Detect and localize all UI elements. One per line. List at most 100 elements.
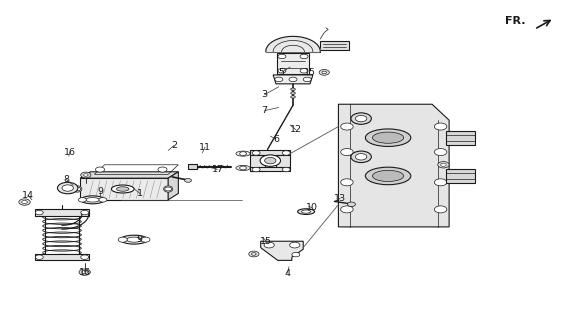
- Ellipse shape: [117, 187, 129, 191]
- Circle shape: [341, 179, 353, 186]
- Ellipse shape: [302, 210, 311, 213]
- Polygon shape: [35, 209, 89, 216]
- Text: FR.: FR.: [505, 16, 525, 27]
- Circle shape: [240, 152, 246, 156]
- Ellipse shape: [236, 165, 250, 171]
- Circle shape: [289, 77, 297, 82]
- Ellipse shape: [121, 235, 148, 244]
- Text: 3: 3: [262, 90, 267, 99]
- Circle shape: [341, 123, 353, 130]
- Polygon shape: [261, 241, 303, 260]
- Circle shape: [291, 88, 295, 91]
- Circle shape: [260, 155, 281, 166]
- Ellipse shape: [164, 186, 172, 192]
- Circle shape: [278, 68, 286, 73]
- Text: 7: 7: [262, 106, 267, 115]
- Circle shape: [341, 148, 353, 156]
- Ellipse shape: [127, 237, 142, 242]
- Circle shape: [322, 71, 327, 74]
- Ellipse shape: [365, 167, 411, 185]
- Circle shape: [351, 151, 372, 163]
- Text: 17: 17: [212, 165, 224, 174]
- Ellipse shape: [81, 196, 105, 204]
- Text: 9: 9: [97, 188, 103, 196]
- Circle shape: [19, 199, 30, 205]
- Polygon shape: [250, 150, 290, 155]
- Circle shape: [300, 54, 308, 59]
- Circle shape: [165, 187, 171, 191]
- Text: 13: 13: [334, 194, 346, 203]
- Polygon shape: [188, 164, 196, 169]
- Text: 9: 9: [137, 235, 143, 244]
- Circle shape: [84, 174, 88, 176]
- Circle shape: [278, 54, 286, 59]
- Circle shape: [249, 251, 259, 257]
- Polygon shape: [35, 254, 89, 260]
- Polygon shape: [80, 172, 178, 178]
- Circle shape: [35, 255, 43, 260]
- Ellipse shape: [365, 129, 411, 147]
- Circle shape: [356, 154, 367, 160]
- Text: 6: 6: [273, 135, 279, 144]
- Circle shape: [57, 182, 78, 194]
- Circle shape: [184, 179, 191, 182]
- Text: 5: 5: [279, 68, 284, 77]
- Text: 16: 16: [79, 268, 90, 277]
- Ellipse shape: [86, 197, 100, 202]
- Circle shape: [291, 96, 295, 98]
- Circle shape: [99, 197, 107, 202]
- Circle shape: [81, 172, 91, 178]
- Ellipse shape: [43, 254, 81, 260]
- Circle shape: [351, 113, 372, 124]
- Circle shape: [82, 270, 88, 274]
- Polygon shape: [273, 75, 313, 84]
- Circle shape: [356, 116, 367, 122]
- Circle shape: [440, 163, 446, 166]
- Ellipse shape: [112, 185, 134, 193]
- Circle shape: [290, 242, 300, 248]
- Text: 1: 1: [137, 189, 143, 198]
- Circle shape: [282, 167, 290, 172]
- Circle shape: [252, 151, 260, 155]
- Circle shape: [265, 157, 276, 164]
- Ellipse shape: [73, 186, 82, 192]
- Circle shape: [96, 167, 105, 172]
- Text: 2: 2: [171, 141, 177, 150]
- Circle shape: [35, 210, 43, 215]
- Circle shape: [348, 202, 356, 206]
- Polygon shape: [266, 36, 320, 52]
- Circle shape: [252, 167, 260, 172]
- Ellipse shape: [373, 170, 403, 181]
- Text: 16: 16: [64, 148, 76, 156]
- Polygon shape: [168, 172, 178, 200]
- Ellipse shape: [373, 132, 403, 143]
- Polygon shape: [278, 53, 308, 74]
- Circle shape: [81, 210, 89, 215]
- Circle shape: [79, 269, 90, 275]
- Circle shape: [240, 166, 246, 170]
- Text: 11: 11: [199, 143, 211, 152]
- Circle shape: [300, 68, 308, 73]
- Circle shape: [292, 252, 300, 257]
- Circle shape: [118, 237, 127, 242]
- Circle shape: [319, 69, 329, 75]
- Circle shape: [341, 206, 353, 213]
- Polygon shape: [446, 131, 475, 145]
- Polygon shape: [276, 155, 290, 168]
- Circle shape: [81, 255, 89, 260]
- Circle shape: [79, 197, 86, 202]
- Circle shape: [303, 77, 311, 82]
- Circle shape: [434, 123, 447, 130]
- Text: 4: 4: [284, 268, 290, 278]
- Text: 15: 15: [261, 237, 273, 246]
- Text: 12: 12: [290, 125, 302, 134]
- Polygon shape: [250, 167, 290, 171]
- Text: 8: 8: [63, 175, 69, 184]
- Circle shape: [434, 148, 447, 156]
- Polygon shape: [339, 104, 449, 227]
- Polygon shape: [446, 169, 475, 183]
- Circle shape: [275, 77, 283, 82]
- Circle shape: [434, 206, 447, 213]
- Text: 10: 10: [306, 203, 318, 212]
- Circle shape: [438, 162, 449, 168]
